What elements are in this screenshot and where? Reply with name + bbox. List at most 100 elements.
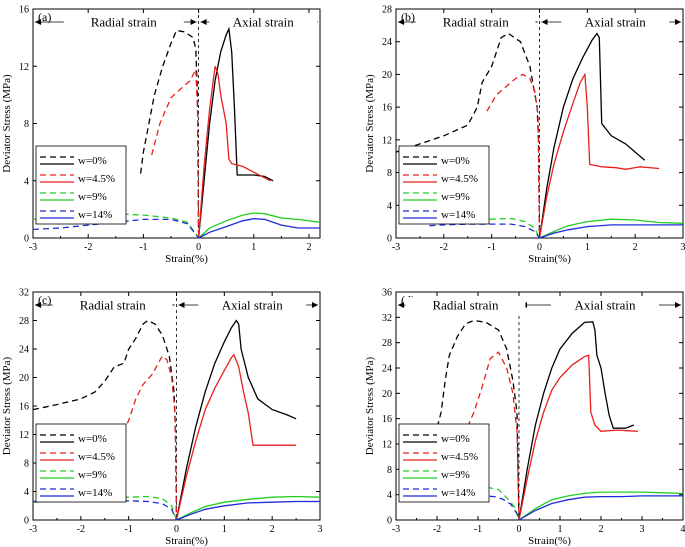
x-tick-label: 0 [196,242,201,253]
series-w14-axial-line [518,495,683,521]
chart-panel-3: -3 -2 -1 0 1 2 3048121620242832Strain(%)Deviat… [1,288,323,547]
axial-arrowhead-right [312,302,318,308]
x-tick-label: 3 [681,242,685,253]
y-tick-label: 4 [24,487,29,498]
series-w0-axial-line [197,26,274,239]
y-tick-label: 28 [382,5,392,16]
x-tick-label: 2 [599,524,604,535]
chart-panel-2: -3 -2 -1 0 1 2 30481216202428Strain(%)Deviator… [364,5,685,266]
series-w9-axial-line [518,491,684,521]
y-axis-label: Deviator Stress (MPa) [364,74,376,173]
series-w14-radial-line [429,223,541,239]
y-tick-label: 0 [387,516,392,527]
y-tick-label: 20 [382,70,392,81]
x-tick-label: 1 [585,242,590,253]
radial-label-bg [405,297,526,313]
series-w9-axial-line [198,212,321,239]
panel-label: (b) [401,10,415,24]
radial-label-bg [63,14,184,30]
y-tick-label: 20 [19,373,29,384]
axial-label-bg [561,14,670,30]
axial-label-bg [551,297,659,313]
radial-arrowhead-left [398,19,404,25]
y-tick-label: 28 [382,338,392,349]
series-w14-radial-line [32,499,178,521]
x-tick-label: 2 [270,524,275,535]
legend-label-w9: w=9% [441,469,470,481]
x-tick-label: -1 [487,242,495,253]
y-tick-label: 32 [382,313,392,324]
legend-label-w4_5: w=4.5% [441,451,478,463]
legend-label-w4_5: w=4.5% [78,173,115,185]
y-tick-label: 0 [24,516,29,527]
axial-label-bg [198,297,307,313]
y-tick-label: 0 [387,234,392,245]
series-w4_5-radial-line [151,68,200,239]
y-tick-label: 16 [19,5,29,16]
legend-label-w14: w=14% [78,209,112,221]
y-tick-label: 16 [382,103,392,114]
y-tick-label: 4 [387,490,392,501]
series-w0-axial-line [538,32,646,239]
radial-arrowhead-left [35,19,41,25]
x-tick-label: 0 [537,242,542,253]
x-tick-label: -1 [139,242,147,253]
radial-label-bg [52,297,173,313]
y-axis-label: Deviator Stress (MPa) [1,74,13,173]
chart-panel-4: -3 -2 -1 0 1 2 3 404812162024283236Strain(%)Dev… [364,288,685,547]
y-tick-label: 24 [382,364,392,375]
axial-arrowhead-right [675,302,681,308]
legend-label-w9: w=9% [78,469,107,481]
x-tick-label: -2 [77,524,85,535]
y-tick-label: 16 [19,402,29,413]
x-tick-label: -3 [392,242,400,253]
y-tick-label: 24 [382,37,392,48]
series-w4_5-axial-line [538,72,660,239]
x-tick-label: 4 [681,524,685,535]
y-tick-label: 4 [24,176,29,187]
axial-arrowhead-right [675,19,681,25]
y-axis-label: Deviator Stress (MPa) [364,356,376,455]
radial-arrowhead-right [190,19,197,25]
y-tick-label: 28 [19,316,29,327]
y-tick-label: 20 [382,389,392,400]
axial-arrowhead-left [178,302,185,308]
series-w4_5-axial-line [518,354,638,521]
legend-label-w14: w=14% [441,209,475,221]
axial-arrowhead-left [541,19,548,25]
legend-label-w4_5: w=4.5% [78,451,115,463]
series-w0-radial-line [428,319,520,521]
y-tick-label: 8 [24,119,29,130]
x-tick-label: -2 [440,242,448,253]
y-tick-label: 12 [19,62,29,73]
legend-label-w4_5: w=4.5% [441,173,478,185]
axial-strain-label: Axial strain [574,298,636,313]
series-w0-axial-line [175,319,297,521]
series-w4_5-axial-line [197,66,271,239]
x-axis-label: Strain(%) [165,253,208,265]
x-tick-label: -3 [392,524,400,535]
radial-label-bg [415,14,536,30]
legend-label-w9: w=9% [78,191,107,203]
x-tick-label: 2 [306,242,311,253]
legend-label-w0: w=0% [78,433,107,445]
series-w14-axial-line [539,224,683,239]
radial-strain-label: Radial strain [91,15,158,30]
panel-label: (a) [38,10,51,24]
x-tick-label: 2 [633,242,638,253]
series-w4_5-axial-line [175,353,297,521]
x-tick-label: 0 [517,524,522,535]
y-tick-label: 12 [382,440,392,451]
axial-strain-label: Axial strain [585,15,647,30]
y-tick-label: 16 [382,414,392,425]
x-tick-label: 1 [222,524,227,535]
y-tick-label: 32 [19,288,29,299]
radial-arrowhead-left [35,302,41,308]
axial-arrowhead-left [200,19,207,25]
y-tick-label: 0 [24,234,29,245]
panel-label: (c) [38,293,51,307]
x-tick-label: -3 [29,524,37,535]
x-tick-label: -1 [124,524,132,535]
legend-label-w9: w=9% [441,191,470,203]
